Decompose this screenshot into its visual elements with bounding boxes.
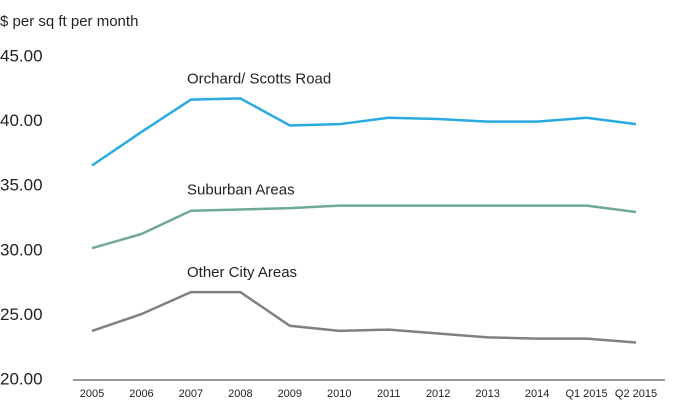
x-tick-label: 2006	[129, 388, 153, 400]
x-tick-label: 2012	[426, 388, 450, 400]
y-tick-label: 40.00	[0, 111, 43, 130]
series-label: Orchard/ Scotts Road	[187, 70, 331, 87]
x-tick-label: Q2 2015	[615, 388, 657, 400]
y-tick-label: 25.00	[0, 305, 43, 324]
x-tick-label: 2013	[475, 388, 499, 400]
series-label: Suburban Areas	[187, 181, 295, 198]
x-tick-label: 2007	[179, 388, 203, 400]
series-line	[91, 204, 637, 250]
y-tick-label: 45.00	[0, 46, 43, 65]
x-tick-label: 2010	[327, 388, 351, 400]
series-label: Other City Areas	[187, 264, 297, 281]
x-tick-label: 2011	[377, 388, 401, 400]
x-tick-label: Q1 2015	[565, 388, 607, 400]
x-tick-label: 2014	[525, 388, 549, 400]
y-axis-label: $ per sq ft per month	[0, 13, 138, 30]
x-tick-label: 2008	[228, 388, 252, 400]
series-line	[91, 290, 637, 344]
x-tick-label: 2009	[278, 388, 302, 400]
y-tick-label: 35.00	[0, 176, 43, 195]
y-tick-label: 20.00	[0, 369, 43, 388]
x-tick-label: 2005	[80, 388, 104, 400]
y-tick-label: 30.00	[0, 240, 43, 259]
series-line	[91, 97, 637, 167]
